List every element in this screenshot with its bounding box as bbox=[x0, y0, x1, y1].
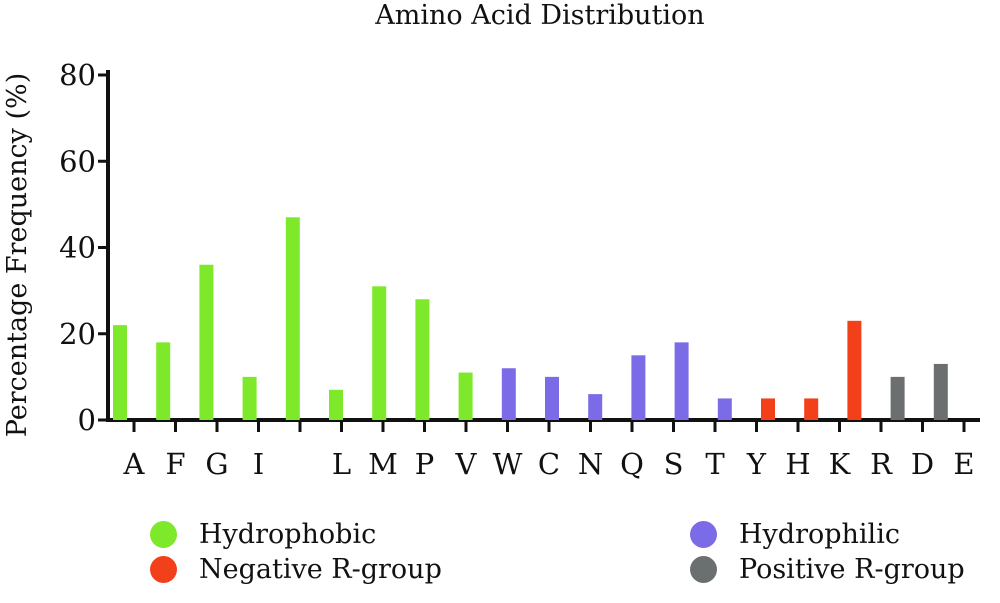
bar bbox=[156, 342, 171, 420]
x-tick-label: C bbox=[538, 447, 560, 481]
x-tick-label: I bbox=[253, 447, 264, 481]
bar bbox=[415, 299, 430, 420]
bar bbox=[804, 398, 819, 420]
x-tick-label: W bbox=[493, 447, 523, 481]
bar bbox=[631, 355, 646, 420]
bar bbox=[717, 398, 732, 420]
bars bbox=[113, 217, 948, 420]
x-tick-label: K bbox=[829, 447, 852, 481]
x-tick-label: F bbox=[165, 447, 185, 481]
hydrophilic-swatch bbox=[690, 521, 717, 548]
bar bbox=[761, 398, 775, 420]
bar bbox=[285, 217, 300, 420]
y-tick-label: 40 bbox=[59, 231, 96, 265]
bar bbox=[674, 342, 689, 420]
x-tick-label: N bbox=[578, 447, 603, 481]
axes: 0 20 40 60 80 bbox=[59, 58, 980, 437]
legend-item-negative: Negative R-group bbox=[150, 554, 442, 585]
bar bbox=[458, 372, 473, 420]
y-tick-label: 0 bbox=[78, 403, 96, 437]
bar bbox=[545, 376, 559, 420]
x-tick-label: G bbox=[205, 447, 228, 481]
chart-title: Amino Acid Distribution bbox=[374, 0, 704, 31]
bar bbox=[847, 320, 862, 420]
legend-label-negative: Negative R-group bbox=[199, 554, 442, 585]
x-tick-label: M bbox=[368, 447, 398, 481]
x-tick-label: L bbox=[332, 447, 351, 481]
x-tick-label: E bbox=[953, 447, 974, 481]
y-tick-label: 20 bbox=[59, 317, 96, 351]
legend-label-hydrophilic: Hydrophilic bbox=[739, 519, 900, 550]
bar bbox=[372, 286, 387, 420]
negative-r-group-swatch bbox=[150, 556, 177, 583]
positive-r-group-swatch bbox=[690, 556, 717, 583]
bar bbox=[113, 325, 127, 420]
x-tick-label: V bbox=[455, 447, 478, 481]
x-tick-label: A bbox=[123, 447, 146, 481]
bar bbox=[199, 264, 214, 420]
legend-item-hydrophilic: Hydrophilic bbox=[690, 519, 900, 550]
bar bbox=[588, 394, 603, 420]
x-tick-label: Y bbox=[746, 447, 767, 481]
legend-label-hydrophobic: Hydrophobic bbox=[199, 519, 377, 550]
bar bbox=[890, 376, 905, 420]
bar bbox=[329, 389, 343, 420]
x-tick-label: S bbox=[664, 447, 684, 481]
x-tick-label: T bbox=[705, 447, 725, 481]
x-tick-label: R bbox=[870, 447, 893, 481]
legend-item-hydrophobic: Hydrophobic bbox=[150, 519, 376, 550]
legend-label-positive: Positive R-group bbox=[739, 554, 965, 585]
bar bbox=[501, 368, 516, 420]
x-tick-label: H bbox=[785, 447, 810, 481]
y-axis-label: Percentage Frequency (%) bbox=[2, 73, 33, 437]
y-tick-label: 80 bbox=[59, 58, 96, 92]
bar bbox=[933, 363, 948, 420]
legend-item-positive: Positive R-group bbox=[690, 554, 965, 585]
x-tick-label: P bbox=[415, 447, 435, 481]
x-tick-label: D bbox=[911, 447, 934, 481]
bar bbox=[242, 376, 257, 420]
y-tick-label: 60 bbox=[59, 144, 96, 178]
x-tick-label: Q bbox=[620, 447, 644, 481]
hydrophobic-swatch bbox=[150, 521, 177, 548]
